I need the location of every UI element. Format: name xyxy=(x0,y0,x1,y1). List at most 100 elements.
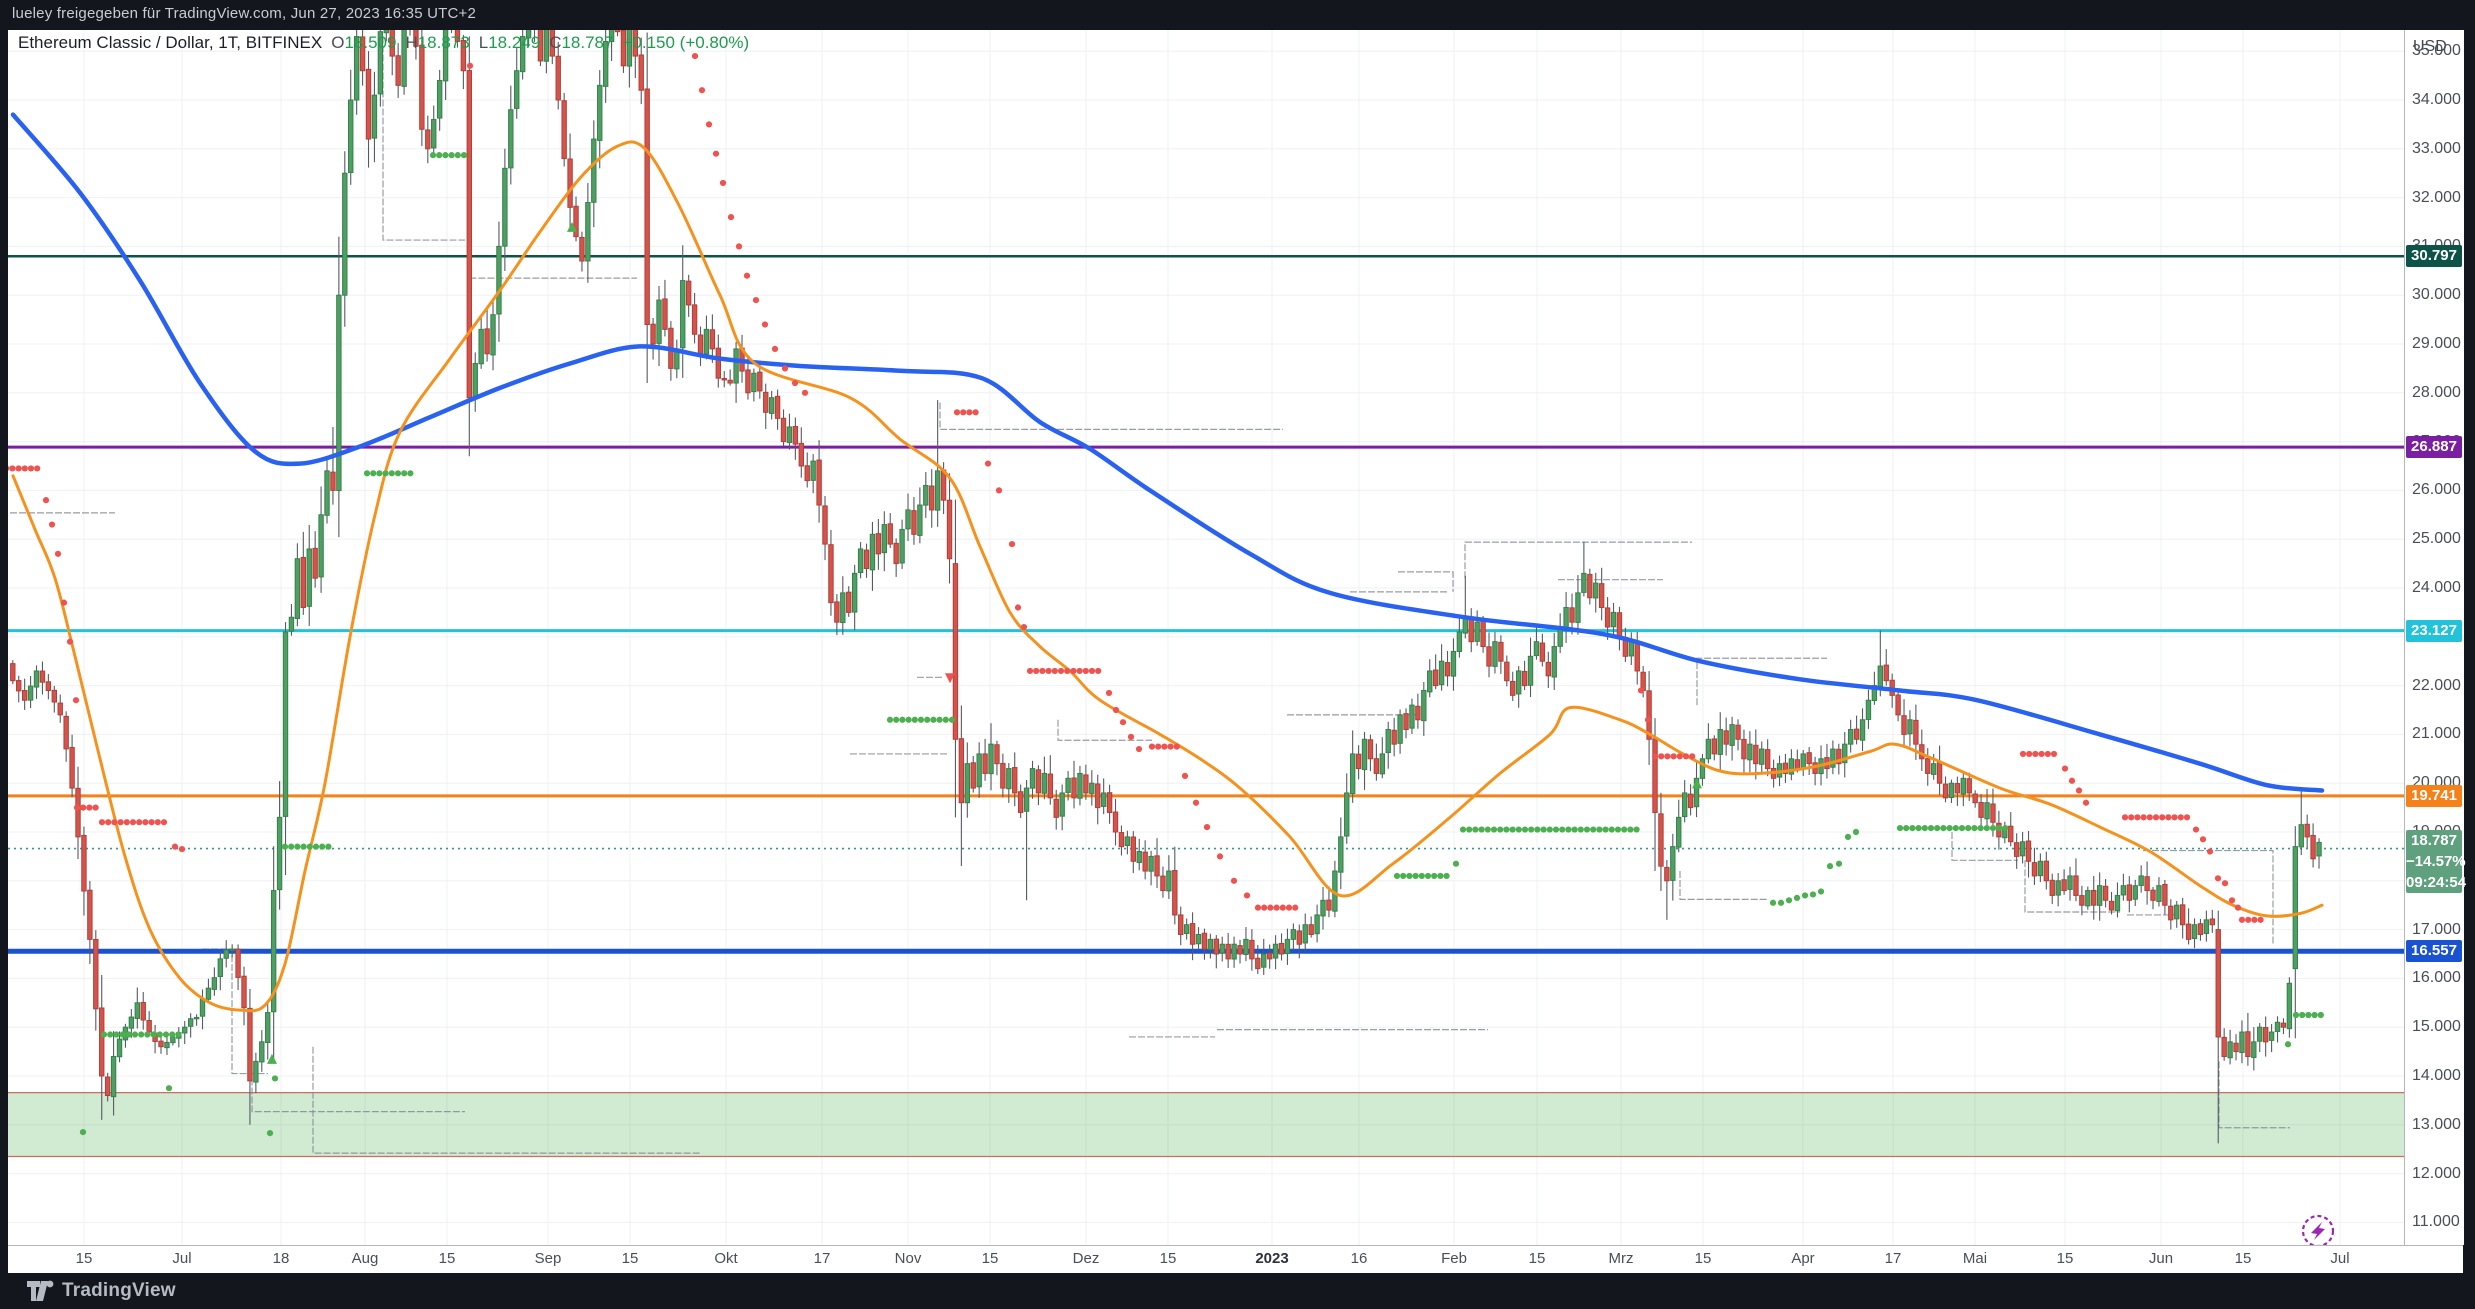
buy-arrow-marker xyxy=(567,221,577,232)
sell-signal-dot xyxy=(1243,892,1251,899)
range-annotation xyxy=(2218,1061,2290,1129)
candle-up xyxy=(371,94,378,139)
sell-signal-dot xyxy=(129,819,137,826)
buy-signal-dot xyxy=(1801,892,1809,899)
candle-up xyxy=(2138,875,2144,886)
candle-up xyxy=(1670,846,1676,881)
candle-down xyxy=(1942,783,1949,799)
buy-signal-dot xyxy=(131,1031,139,1038)
sell-signal-dot xyxy=(136,819,143,826)
candle-down xyxy=(1753,744,1759,765)
candle-down xyxy=(1782,762,1789,774)
candle-down xyxy=(798,442,805,467)
buy-arrow-marker xyxy=(1692,778,1702,789)
candle-up xyxy=(869,533,876,571)
buy-signal-dot xyxy=(1777,899,1785,906)
buy-signal-dot xyxy=(407,470,414,477)
candle-down xyxy=(1154,855,1160,877)
sell-signal-dot xyxy=(1203,824,1211,831)
sell-signal-dot xyxy=(719,179,727,187)
buy-signal-dot xyxy=(79,1129,87,1136)
buy-signal-dot xyxy=(376,470,383,477)
sell-signal-dot xyxy=(2206,848,2214,855)
buy-signal-dot xyxy=(388,470,395,477)
candle-down xyxy=(2215,929,2221,1038)
candle-down xyxy=(1308,924,1314,935)
candle-down xyxy=(691,304,698,335)
buy-signal-dot xyxy=(1521,826,1529,833)
buy-signal-dot xyxy=(1443,872,1450,880)
sell-signal-dot xyxy=(2146,814,2153,821)
buy-signal-dot xyxy=(1793,894,1801,901)
time-tick-label: 15 xyxy=(981,1250,999,1267)
buy-signal-dot xyxy=(448,152,455,159)
candle-up xyxy=(478,328,484,365)
candle-up xyxy=(1877,665,1884,687)
sell-signal-dot xyxy=(178,845,186,853)
range-annotation xyxy=(939,402,1283,430)
candle-up xyxy=(1379,753,1386,775)
candle-up xyxy=(318,514,324,578)
candle-down xyxy=(359,36,366,72)
buy-signal-dot xyxy=(271,1075,279,1082)
candle-down xyxy=(1225,943,1231,960)
candle-down xyxy=(1853,728,1860,740)
lightning-icon[interactable] xyxy=(2301,1214,2335,1245)
candle-down xyxy=(1895,694,1901,716)
sell-signal-dot xyxy=(761,321,769,328)
time-axis[interactable]: 15 Jul 18 Aug 15 Sep 15 Okt 17 Nov 15 Dez 15 2023 16 Fe… xyxy=(8,1245,2463,1274)
candle-down xyxy=(2102,885,2109,901)
range-annotation xyxy=(382,36,465,241)
range-annotation xyxy=(469,241,637,279)
buy-signal-dot xyxy=(169,1031,176,1038)
candle-up xyxy=(1100,792,1107,807)
buy-signal-dot xyxy=(1497,826,1504,833)
candle-down xyxy=(235,948,241,978)
candle-up xyxy=(128,1016,135,1029)
buy-signal-dot xyxy=(2305,1011,2312,1019)
buy-signal-dot xyxy=(156,1031,163,1038)
candle-down xyxy=(300,556,307,609)
candle-up xyxy=(899,528,905,564)
buy-signal-dot xyxy=(281,843,289,850)
candle-up xyxy=(514,70,520,109)
candle-down xyxy=(1723,730,1729,745)
candle-up xyxy=(1759,748,1765,765)
buy-signal-dot xyxy=(936,716,943,723)
buy-signal-dot xyxy=(1817,888,1825,895)
buy-signal-dot xyxy=(429,152,437,159)
candle-up xyxy=(282,631,289,817)
tradingview-logo[interactable]: TradingView xyxy=(26,1280,176,1302)
buy-signal-dot xyxy=(1971,824,1978,832)
buy-signal-dot xyxy=(306,843,313,850)
sell-signal-dot xyxy=(1664,753,1671,760)
candle-down xyxy=(2162,883,2168,906)
range-annotation xyxy=(1464,541,1692,579)
sell-signal-dot xyxy=(60,599,68,606)
chart-pane[interactable] xyxy=(8,30,2404,1245)
sell-signal-dot xyxy=(1261,904,1268,911)
sell-signal-dot xyxy=(801,389,809,396)
watermark-top-bar: lueley freigegeben für TradingView.com, … xyxy=(0,0,2475,30)
candle-up xyxy=(1527,655,1534,686)
price-tick-label: 13.000 xyxy=(2412,1115,2461,1133)
price-axis[interactable]: USD 11.000 12.000 13.000 14.000 15.000 16.000… xyxy=(2404,30,2466,1245)
candle-up xyxy=(543,30,550,62)
candle-up xyxy=(2316,841,2322,857)
buy-signal-dot xyxy=(1769,899,1777,906)
candle-down xyxy=(2108,900,2115,911)
candle-up xyxy=(1705,738,1712,760)
candle-up xyxy=(1349,753,1356,795)
candle-up xyxy=(265,1012,271,1044)
candle-down xyxy=(1367,739,1374,760)
candle-down xyxy=(1966,778,1972,794)
buy-signal-dot xyxy=(1852,828,1860,836)
candle-up xyxy=(1984,802,1990,820)
candle-up xyxy=(1676,816,1682,848)
candle-down xyxy=(2168,905,2174,921)
sell-signal-dot xyxy=(1082,667,1089,675)
price-tick-label: 11.000 xyxy=(2412,1213,2460,1231)
buy-signal-dot xyxy=(1559,826,1566,833)
candle-up xyxy=(608,30,615,43)
candle-down xyxy=(99,1007,105,1077)
